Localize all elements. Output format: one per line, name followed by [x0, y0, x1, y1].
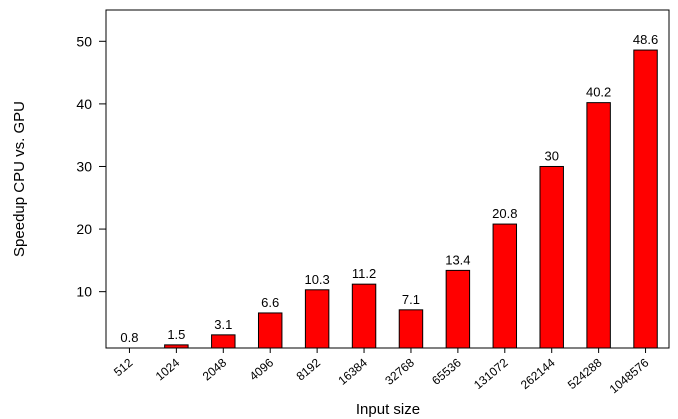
bar: [257, 312, 283, 349]
bars-group: [164, 49, 658, 349]
bar-value-label: 6.6: [261, 295, 279, 310]
x-axis: 512 1024 2048 4096 8192 16384 32768 65536 131072…: [111, 348, 652, 396]
bar-value-label: 10.3: [304, 272, 329, 287]
x-tick-label: 512: [111, 355, 136, 379]
x-tick-label: 1024: [153, 355, 183, 383]
bar: [633, 49, 658, 349]
plot-frame: [105, 9, 670, 349]
x-axis-title: Input size: [356, 401, 420, 418]
y-axis: 10 20 30 40 50: [76, 33, 106, 300]
x-tick-label: 524288: [565, 355, 605, 392]
x-tick-label: 262144: [518, 355, 558, 392]
y-axis-title: Speedup CPU vs. GPU: [11, 101, 28, 257]
bar-value-label: 7.1: [402, 292, 420, 307]
bar: [398, 309, 424, 349]
bar-value-label: 48.6: [633, 32, 658, 47]
bar: [164, 344, 189, 349]
y-tick-label: 40: [76, 96, 92, 112]
bar-value-label: 0.8: [120, 330, 138, 345]
bar-value-label: 1.5: [167, 327, 185, 342]
y-tick-label: 50: [76, 33, 92, 49]
y-tick-label: 10: [76, 284, 92, 300]
x-tick-label: 65536: [429, 355, 464, 387]
x-tick-label: 32768: [382, 355, 417, 387]
bar: [211, 334, 236, 349]
y-tick-label: 30: [76, 158, 92, 174]
bar-value-label: 30: [544, 148, 558, 163]
bar-value-label: 11.2: [352, 266, 376, 281]
x-tick-label: 4096: [247, 355, 277, 383]
x-tick-label: 131072: [471, 355, 511, 392]
bar: [351, 283, 377, 349]
bar-value-label: 3.1: [214, 317, 232, 332]
bar-value-labels: 0.8 1.5 3.1 6.6 10.3 11.2 7.1 13.4 20.8 30 40.2 48.…: [120, 32, 658, 345]
bar-value-label: 20.8: [492, 206, 517, 221]
bar: [539, 165, 564, 349]
bar: [304, 289, 330, 349]
bar: [445, 269, 471, 349]
x-tick-label: 8192: [294, 355, 324, 383]
x-tick-label: 1048576: [607, 355, 652, 396]
bar: [492, 223, 518, 349]
x-tick-label: 16384: [335, 355, 370, 387]
bar: [586, 102, 611, 349]
bar-value-label: 40.2: [586, 85, 611, 100]
y-tick-label: 20: [76, 221, 92, 237]
bar-value-label: 13.4: [445, 252, 470, 267]
x-tick-label: 2048: [200, 355, 230, 383]
